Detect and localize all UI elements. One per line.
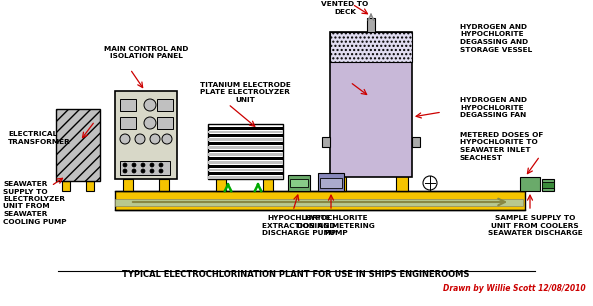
- Circle shape: [150, 163, 154, 167]
- Bar: [115, 191, 525, 210]
- Text: SAMPLE SUPPLY TO
UNIT FROM COOLERS
SEAWATER DISCHARGE: SAMPLE SUPPLY TO UNIT FROM COOLERS SEAWA…: [487, 215, 582, 236]
- Bar: [56, 109, 100, 181]
- Bar: [334, 167, 346, 191]
- Circle shape: [144, 117, 156, 129]
- Bar: [208, 157, 283, 160]
- Bar: [120, 99, 136, 111]
- Bar: [208, 134, 283, 137]
- Circle shape: [162, 134, 172, 144]
- Bar: [208, 150, 283, 152]
- Bar: [208, 161, 283, 164]
- Bar: [157, 99, 173, 111]
- Text: HYDROGEN AND
HYPOCHLORITE
DEGASSING AND
STORAGE VESSEL: HYDROGEN AND HYPOCHLORITE DEGASSING AND …: [460, 24, 533, 53]
- Circle shape: [120, 134, 130, 144]
- Bar: [120, 117, 136, 129]
- Text: METERED DOSES OF
HYPOCHLORITE TO
SEAWATER INLET
SEACHEST: METERED DOSES OF HYPOCHLORITE TO SEAWATE…: [460, 132, 543, 161]
- Circle shape: [159, 169, 163, 173]
- Circle shape: [141, 169, 145, 173]
- Bar: [542, 179, 554, 191]
- Circle shape: [144, 99, 156, 111]
- Bar: [412, 137, 420, 147]
- Circle shape: [132, 169, 136, 173]
- Bar: [208, 124, 283, 179]
- Bar: [62, 181, 70, 191]
- Bar: [115, 199, 523, 206]
- Text: HYPOCHLORITE
DOSING METERING
PUMP: HYPOCHLORITE DOSING METERING PUMP: [297, 215, 375, 236]
- Text: MAIN CONTROL AND
ISOLATION PANEL: MAIN CONTROL AND ISOLATION PANEL: [104, 46, 188, 59]
- Bar: [322, 137, 330, 147]
- Text: TITANIUM ELECTRODE
PLATE ELECTROLYZER
UNIT: TITANIUM ELECTRODE PLATE ELECTROLYZER UN…: [200, 82, 291, 103]
- Bar: [208, 127, 283, 130]
- Circle shape: [141, 163, 145, 167]
- Bar: [208, 153, 283, 156]
- Bar: [159, 179, 169, 191]
- Text: SEAWATER
SUPPLY TO
ELECTROLYZER
UNIT FROM
SEAWATER
COOLING PUMP: SEAWATER SUPPLY TO ELECTROLYZER UNIT FRO…: [3, 181, 66, 225]
- Bar: [263, 179, 273, 191]
- Bar: [208, 131, 283, 133]
- Text: ELECTRICAL
TRANSFORMER: ELECTRICAL TRANSFORMER: [8, 131, 71, 144]
- Bar: [208, 146, 283, 149]
- Circle shape: [132, 163, 136, 167]
- Bar: [288, 175, 310, 191]
- Circle shape: [423, 176, 437, 190]
- Text: HYPOCHLORITE
EXTRACTION AND
DISCHARGE PUMP: HYPOCHLORITE EXTRACTION AND DISCHARGE PU…: [262, 215, 336, 236]
- Circle shape: [123, 163, 127, 167]
- Bar: [208, 172, 283, 175]
- Text: Drawn by Willie Scott 12/08/2010: Drawn by Willie Scott 12/08/2010: [444, 284, 586, 293]
- Bar: [330, 32, 412, 177]
- Bar: [208, 165, 283, 168]
- Text: HYDROGEN AND
HYPOCHLORITE
DEGASSING FAN: HYDROGEN AND HYPOCHLORITE DEGASSING FAN: [460, 97, 527, 118]
- Bar: [86, 181, 94, 191]
- Bar: [120, 161, 170, 175]
- Bar: [396, 167, 408, 191]
- Bar: [157, 117, 173, 129]
- Bar: [290, 179, 308, 187]
- Circle shape: [159, 163, 163, 167]
- Circle shape: [123, 169, 127, 173]
- Bar: [208, 138, 283, 141]
- Bar: [320, 178, 342, 188]
- Bar: [208, 176, 283, 179]
- Bar: [115, 91, 177, 179]
- Bar: [208, 169, 283, 171]
- Bar: [216, 179, 226, 191]
- Bar: [123, 179, 133, 191]
- Circle shape: [135, 134, 145, 144]
- Bar: [208, 142, 283, 145]
- Text: TYPICAL ELECTROCHLORINATION PLANT FOR USE IN SHIPS ENGINEROOMS: TYPICAL ELECTROCHLORINATION PLANT FOR US…: [122, 270, 470, 279]
- Bar: [330, 32, 412, 62]
- Bar: [520, 177, 540, 191]
- Circle shape: [150, 169, 154, 173]
- Bar: [542, 182, 554, 188]
- Bar: [367, 18, 375, 32]
- Circle shape: [150, 134, 160, 144]
- Text: GASSES
VENTED TO
DECK: GASSES VENTED TO DECK: [321, 0, 369, 15]
- Bar: [318, 173, 344, 191]
